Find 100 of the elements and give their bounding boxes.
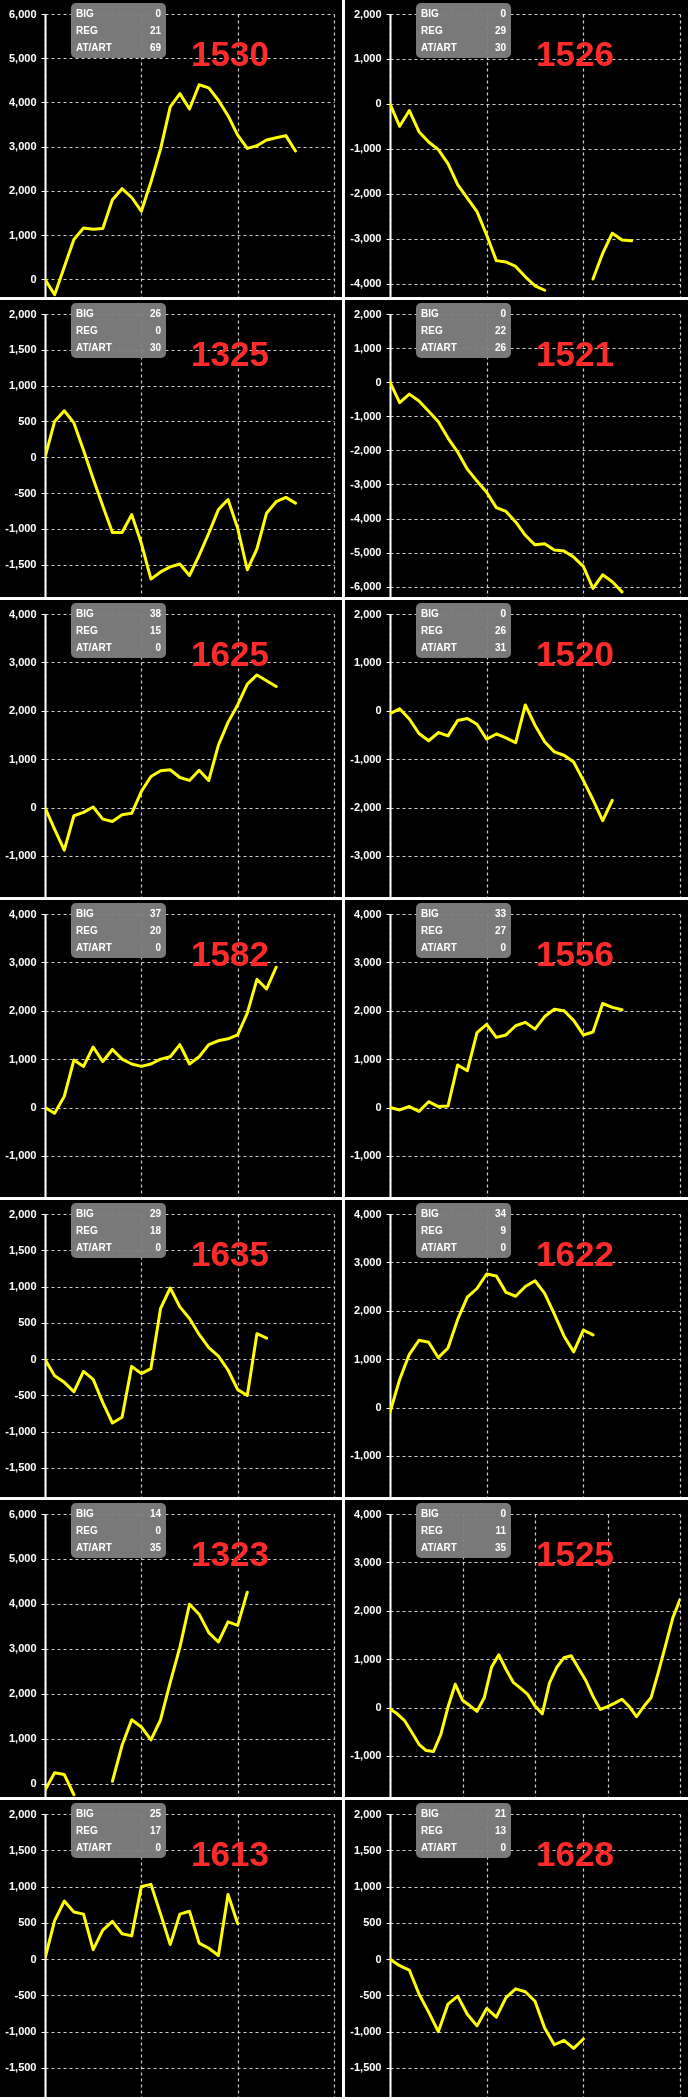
y-tick-label: 2,000 [8,1207,37,1220]
y-tick-label: -1,500 [5,1461,37,1474]
annotation: BIG [76,1807,94,1821]
y-tick-label: 0 [30,801,37,813]
line-series [390,1598,680,1754]
y-tick-label: -2,000 [350,801,382,813]
y-tick-label: 0 [375,1101,382,1113]
y-tick-label: 0 [375,1401,382,1413]
annotation: AT/ART [421,1841,457,1855]
text: 1582 [191,934,269,973]
y-tick-label: 2,000 [8,1807,37,1820]
line-series [390,1002,624,1113]
annotation: BIG [76,907,94,921]
y-tick-label: 3,000 [353,1555,382,1568]
y-tick-label: 1,000 [8,1880,37,1893]
y-tick-label: -1,500 [5,558,37,571]
annotation: REG [76,1824,98,1838]
y-tick-label: -1,000 [5,2025,37,2038]
y-tick-label: 2,000 [8,307,37,320]
text: 1325 [191,334,269,373]
annotation: 15 [149,624,161,638]
annotation: AT/ART [76,1241,112,1255]
y-tick-label: 500 [363,1916,382,1929]
annotation: 34 [494,1207,506,1221]
annotation: 0 [500,607,506,621]
annotation: AT/ART [421,41,457,55]
y-tick-label: 1,500 [353,1843,382,1856]
annotation: REG [76,1224,98,1238]
line-series [45,409,297,581]
y-tick-label: -1,000 [5,522,37,535]
text: 1613 [191,1834,269,1873]
annotation: 38 [149,607,161,621]
y-tick-label: 1,000 [8,1280,37,1293]
y-tick-label: 2,000 [8,704,37,717]
annotation: 69 [149,41,161,55]
y-tick-label: 1,000 [8,1732,37,1745]
annotation: 0 [500,7,506,21]
annotation: 9 [500,1224,506,1238]
annotation: REG [76,1524,98,1538]
text: 1521 [536,334,614,373]
y-tick-label: -500 [359,1988,382,2001]
annotation: REG [76,24,98,38]
annotation: 30 [149,341,161,355]
y-tick-label: -1,000 [5,1149,37,1162]
annotation: 21 [149,24,161,38]
text: 1530 [191,34,269,73]
annotation: AT/ART [421,941,457,955]
line-series [390,1957,585,2050]
line-series [45,965,278,1115]
annotation: 0 [155,1524,161,1538]
y-tick-label: 2,000 [353,7,382,20]
annotation: BIG [76,607,94,621]
y-tick-label: 4,000 [353,907,382,920]
y-tick-label: 1,000 [353,52,382,65]
y-tick-label: 2,000 [353,1004,382,1017]
annotation: 30 [494,41,506,55]
y-tick-label: 1,500 [8,343,37,356]
y-tick-label: 5,000 [8,51,37,64]
y-tick-label: -1,000 [5,1425,37,1438]
y-tick-label: -1,000 [350,752,382,765]
annotation: AT/ART [76,341,112,355]
y-tick-label: -1,000 [350,1449,382,1462]
annotation: 29 [494,24,506,38]
annotation: REG [421,24,443,38]
annotation: BIG [421,607,439,621]
y-tick-label: -500 [14,1388,37,1401]
y-tick-label: 5,000 [8,1552,37,1565]
y-tick-label: -3,000 [350,849,382,862]
annotation: AT/ART [76,1541,112,1555]
y-tick-label: 0 [30,272,37,285]
y-tick-label: 1,000 [353,655,382,668]
y-tick-label: -3,000 [350,477,382,490]
y-tick-label: 2,000 [8,184,37,197]
annotation: 0 [500,1841,506,1855]
annotation: AT/ART [421,641,457,655]
annotation: 22 [494,324,506,338]
text: 1526 [536,34,614,73]
y-tick-label: 4,000 [8,95,37,108]
annotation: 35 [149,1541,161,1555]
annotation: 35 [494,1541,506,1555]
y-tick-label: -500 [14,1988,37,2001]
annotation: REG [76,624,98,638]
y-tick-label: 2,000 [353,307,382,320]
annotation: REG [421,324,443,338]
annotation: AT/ART [76,941,112,955]
annotation: 13 [494,1824,506,1838]
annotation: BIG [76,1507,94,1521]
y-tick-label: -2,000 [350,443,382,456]
annotation: REG [421,624,443,638]
annotation: AT/ART [76,1841,112,1855]
annotation: REG [421,1524,443,1538]
y-tick-label: 3,000 [353,1255,382,1268]
y-tick-label: -1,000 [350,142,382,155]
annotation: 17 [149,1824,161,1838]
y-tick-label: -500 [14,486,37,499]
line-series [45,1882,240,1960]
y-tick-label: -2,000 [350,187,382,200]
y-tick-label: 1,000 [353,341,382,354]
annotation: BIG [76,307,94,321]
annotation: 14 [149,1507,161,1521]
